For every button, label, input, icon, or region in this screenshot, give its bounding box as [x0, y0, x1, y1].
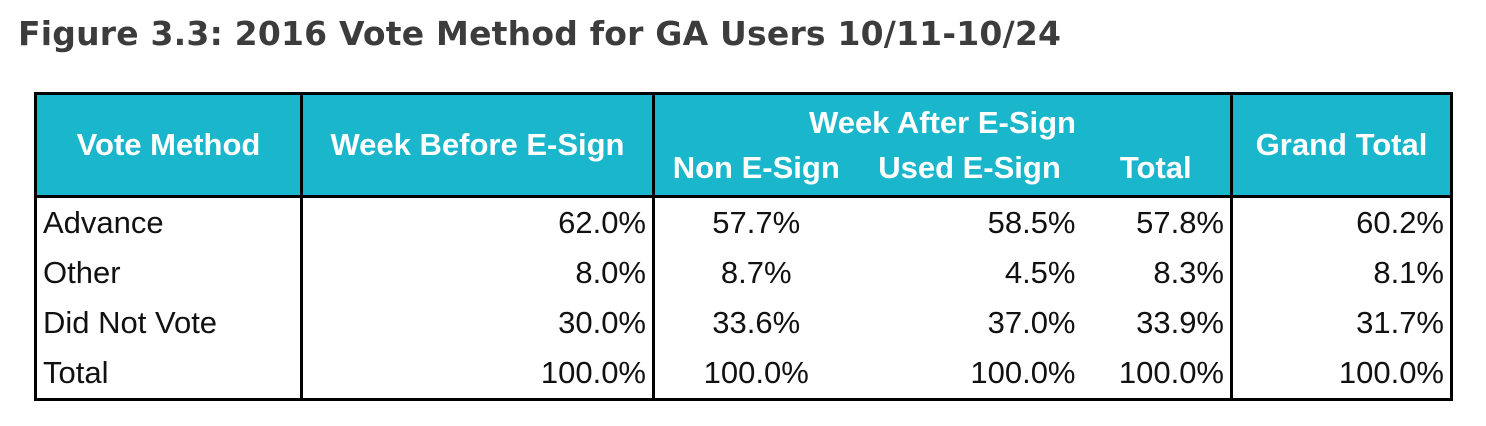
header-week-after-total: Total	[1081, 141, 1233, 198]
cell-grand-total: 100.0%	[1338, 355, 1444, 390]
header-week-before: Week Before E-Sign	[300, 92, 655, 198]
cell-week-after-total: 33.9%	[1081, 298, 1233, 348]
cell-week-after-total: 100.0%	[1081, 348, 1233, 400]
table-row-did-not-vote: Did Not Vote 30.0% 33.6% 37.0% 33.9% 31.…	[35, 298, 1452, 348]
row-label: Total	[35, 348, 303, 400]
cell-week-after-total: 8.3%	[1081, 248, 1233, 298]
row-label: Did Not Vote	[35, 298, 303, 348]
cell-used-esign: 37.0%	[987, 305, 1076, 340]
cell-used-esign: 100.0%	[970, 355, 1076, 390]
header-used-esign: Used E-Sign	[857, 141, 1082, 198]
header-grand-total: Grand Total	[1230, 92, 1453, 198]
table-header: Vote Method Week Before E-Sign Week Afte…	[34, 92, 1453, 198]
table-body: Advance 62.0% 57.7% 58.5% 57.8% 60.2% Ot…	[35, 196, 1452, 400]
row-label: Advance	[35, 196, 303, 248]
cell-week-before: 100.0%	[301, 348, 655, 400]
cell-non-esign: 8.7%	[720, 255, 792, 290]
header-non-esign: Non E-Sign	[652, 141, 858, 198]
cell-week-after-total: 57.8%	[1081, 196, 1233, 248]
cell-week-before: 30.0%	[301, 298, 655, 348]
cell-week-before: 8.0%	[301, 248, 655, 298]
table-row-advance: Advance 62.0% 57.7% 58.5% 57.8% 60.2%	[35, 196, 1452, 248]
cell-used-esign: 4.5%	[1004, 255, 1076, 290]
cell-non-esign: 57.7%	[712, 205, 801, 240]
table-row-other: Other 8.0% 8.7% 4.5% 8.3% 8.1%	[35, 248, 1452, 298]
cell-non-esign: 100.0%	[703, 355, 809, 390]
cell-grand-total: 60.2%	[1356, 205, 1444, 240]
header-row-top: Vote Method Week Before E-Sign Week Afte…	[34, 92, 1453, 198]
row-label: Other	[35, 248, 303, 298]
cell-non-esign: 33.6%	[712, 305, 801, 340]
header-vote-method: Vote Method	[34, 92, 303, 198]
cell-used-esign: 58.5%	[987, 205, 1076, 240]
cell-grand-total: 31.7%	[1356, 305, 1444, 340]
table-row-total: Total 100.0% 100.0% 100.0% 100.0% 100.0%	[35, 348, 1452, 400]
header-week-after-group: Week After E-Sign	[652, 92, 1233, 141]
vote-method-table: Vote Method Week Before E-Sign Week Afte…	[34, 92, 1453, 401]
header-row-sub: Non E-Sign Used E-Sign Total	[36, 141, 1452, 198]
cell-grand-total: 8.1%	[1373, 255, 1444, 290]
cell-week-before: 62.0%	[301, 196, 655, 248]
figure-title: Figure 3.3: 2016 Vote Method for GA User…	[18, 14, 1062, 53]
